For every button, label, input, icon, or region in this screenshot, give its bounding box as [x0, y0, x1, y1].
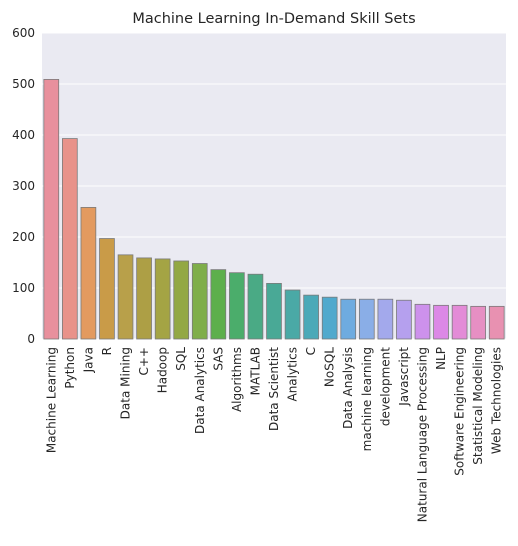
bar — [247, 273, 264, 340]
x-tick-label: R — [100, 347, 114, 355]
x-tick-label: Statistical Modeling — [471, 347, 485, 465]
bar — [229, 272, 245, 340]
x-tick-label: Algorithms — [230, 347, 244, 412]
bar — [80, 207, 97, 340]
bar — [303, 294, 319, 340]
y-tick-label: 0 — [27, 332, 35, 346]
bar — [340, 298, 357, 340]
x-tick-label: Java — [81, 347, 95, 373]
bar — [210, 269, 227, 340]
bars — [43, 79, 505, 340]
bar — [117, 254, 134, 340]
y-tick-label: 200 — [12, 230, 35, 244]
bar — [451, 304, 468, 340]
x-tick-label: Web Technologies — [490, 347, 504, 454]
bar — [470, 305, 486, 340]
x-tick-label: machine learning — [360, 347, 374, 451]
bar — [396, 299, 412, 340]
y-tick-label: 600 — [12, 26, 35, 40]
x-tick-label: SAS — [211, 347, 225, 371]
bar — [43, 79, 60, 340]
x-tick-label: Data Analytics — [193, 347, 207, 434]
y-tick-label: 500 — [12, 77, 35, 91]
x-tick-label: Data Analysis — [341, 347, 355, 429]
x-tick-label: MATLAB — [248, 347, 262, 395]
bar — [266, 283, 282, 340]
x-tick-label: Hadoop — [156, 347, 170, 393]
x-tick-label: Data Mining — [119, 347, 133, 419]
y-tick-label: 400 — [12, 128, 35, 142]
x-tick-label: C++ — [137, 347, 151, 376]
x-tick-label: SQL — [174, 347, 188, 371]
bar — [136, 257, 152, 340]
x-axis-ticks: Machine Learning Python Java R Data Mining C+… — [44, 347, 503, 523]
bar — [321, 296, 338, 340]
bar — [99, 238, 115, 340]
bar — [433, 304, 449, 340]
bar — [488, 305, 505, 340]
bar — [358, 298, 375, 340]
x-tick-label: NoSQL — [323, 347, 337, 387]
x-tick-label: Machine Learning — [44, 347, 58, 453]
bar — [191, 263, 208, 340]
bar — [62, 138, 78, 340]
bar — [377, 298, 394, 340]
x-tick-label: C — [304, 347, 318, 355]
x-tick-label: Javascript — [397, 347, 411, 407]
chart-title: Machine Learning In-Demand Skill Sets — [132, 11, 415, 27]
x-tick-label: Software Engineering — [453, 347, 467, 476]
x-tick-label: Analytics — [286, 347, 300, 402]
x-tick-label: development — [378, 347, 392, 426]
bar — [154, 258, 171, 340]
x-tick-label: Data Scientist — [267, 347, 281, 431]
bar — [173, 260, 190, 340]
x-tick-label: Natural Language Processing — [415, 347, 429, 522]
x-tick-label: NLP — [434, 347, 448, 370]
bar — [284, 289, 301, 340]
bar — [414, 303, 431, 340]
y-tick-label: 100 — [12, 281, 35, 295]
y-axis-ticks: 0 100 200 300 400 500 600 — [12, 26, 35, 346]
x-tick-label: Python — [63, 347, 77, 389]
y-tick-label: 300 — [12, 179, 35, 193]
